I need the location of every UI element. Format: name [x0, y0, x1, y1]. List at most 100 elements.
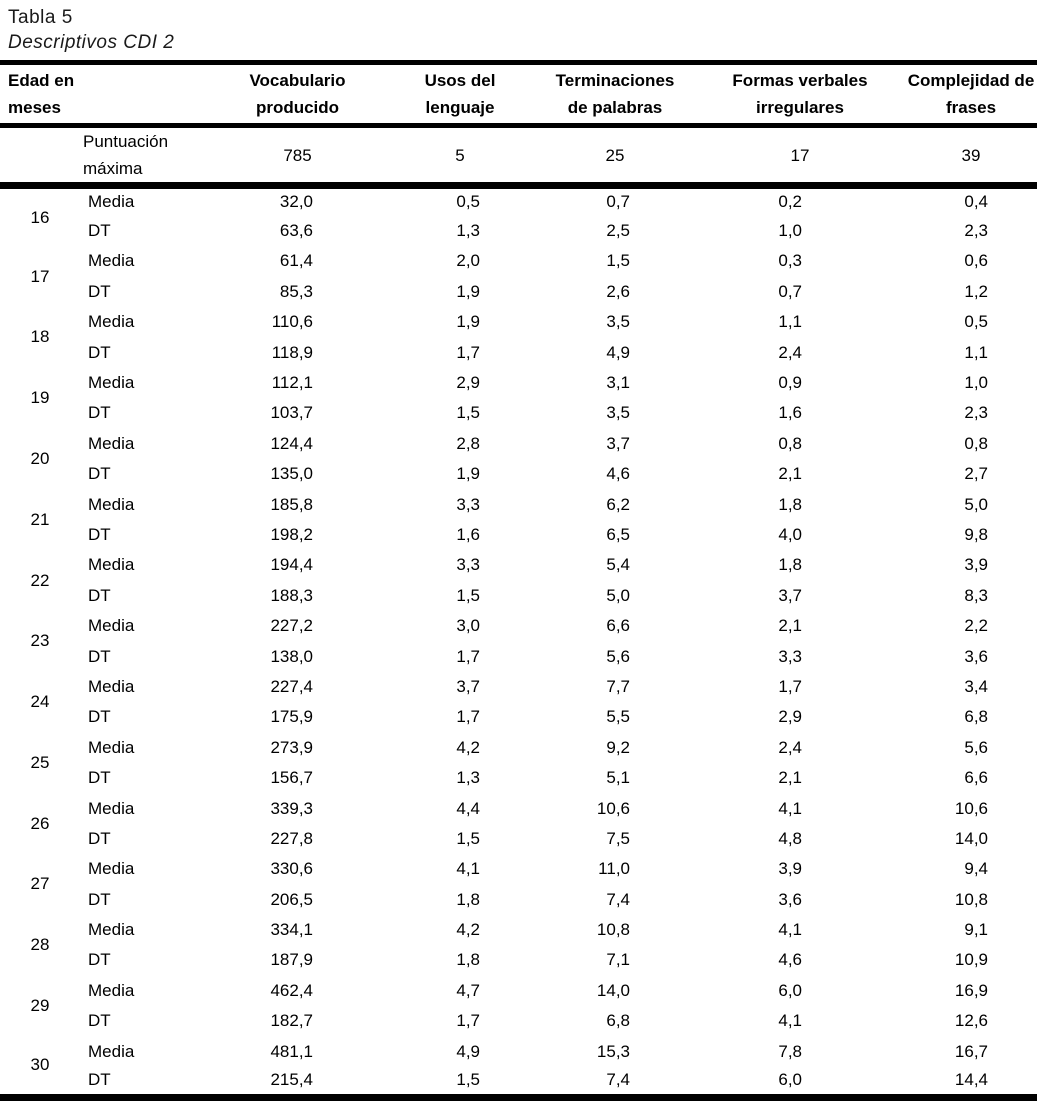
value-cell: 9,2 [606, 737, 630, 757]
table-subtitle: Descriptivos CDI 2 [8, 32, 175, 53]
value-cell: 4,6 [606, 464, 630, 484]
value-cell: 4,2 [456, 920, 480, 940]
value-cell: 3,7 [456, 676, 480, 696]
value-cell: 5,0 [606, 585, 630, 605]
value-cell: 4,8 [778, 828, 802, 848]
value-cell: 5,0 [964, 494, 988, 514]
max-score-complejidad: 39 [905, 125, 1037, 189]
value-cell: 194,4 [270, 555, 313, 575]
value-cell: 2,8 [456, 433, 480, 453]
value-cell: 1,3 [456, 768, 480, 788]
value-cell: 9,1 [964, 920, 988, 940]
row-label-dt: DT [88, 221, 111, 241]
data-row-media: 29 Media 462,4 4,7 14,0 6,0 16,9 [0, 976, 1037, 1015]
value-cell: 227,8 [270, 828, 313, 848]
value-cell: 3,0 [456, 616, 480, 636]
data-row-dt: DT 63,6 1,3 2,5 1,0 2,3 [0, 216, 1037, 246]
data-row-dt: DT 135,0 1,9 4,6 2,1 2,7 [0, 459, 1037, 489]
value-cell: 3,3 [456, 555, 480, 575]
value-cell: 7,7 [606, 676, 630, 696]
value-cell: 4,4 [456, 798, 480, 818]
age-cell: 17 [30, 266, 50, 286]
row-label-media: Media [88, 494, 135, 514]
value-cell: 0,6 [964, 251, 988, 271]
value-cell: 63,6 [279, 221, 313, 241]
value-cell: 85,3 [279, 281, 313, 301]
value-cell: 330,6 [270, 859, 313, 879]
value-cell: 215,4 [270, 1070, 313, 1090]
value-cell: 6,5 [606, 524, 630, 544]
value-cell: 5,4 [606, 555, 630, 575]
header-age: Edad en meses [0, 62, 210, 128]
data-row-media: 18 Media 110,6 1,9 3,5 1,1 0,5 [0, 307, 1037, 346]
age-cell: 26 [30, 813, 50, 833]
max-score-label: Puntuación máxima [80, 125, 210, 189]
value-cell: 1,2 [964, 281, 988, 301]
value-cell: 0,9 [778, 373, 802, 393]
value-cell: 4,0 [778, 524, 802, 544]
value-cell: 1,7 [456, 646, 480, 666]
header-terminaciones: Terminaciones de palabras [535, 62, 695, 128]
data-row-media: 22 Media 194,4 3,3 5,4 1,8 3,9 [0, 550, 1037, 589]
header-age-line2: meses [8, 98, 61, 117]
value-cell: 12,6 [954, 1011, 988, 1031]
value-cell: 7,5 [606, 828, 630, 848]
data-row-media: 17 Media 61,4 2,0 1,5 0,3 0,6 [0, 246, 1037, 285]
value-cell: 2,0 [456, 251, 480, 271]
value-cell: 11,0 [598, 859, 630, 879]
value-cell: 5,6 [606, 646, 630, 666]
value-cell: 6,0 [778, 1070, 802, 1090]
value-cell: 1,5 [456, 585, 480, 605]
age-cell: 25 [30, 752, 50, 772]
header-complejidad: Complejidad de frases [905, 62, 1037, 128]
age-cell: 27 [30, 874, 50, 894]
row-label-media: Media [88, 433, 135, 453]
age-cell: 28 [30, 935, 50, 955]
data-row-media: 24 Media 227,4 3,7 7,7 1,7 3,4 [0, 672, 1037, 711]
value-cell: 14,4 [954, 1070, 988, 1090]
row-label-media: Media [88, 798, 135, 818]
age-cell: 24 [30, 692, 50, 712]
row-label-dt: DT [88, 950, 111, 970]
value-cell: 206,5 [270, 889, 313, 909]
data-row-dt: DT 103,7 1,5 3,5 1,6 2,3 [0, 398, 1037, 428]
value-cell: 1,0 [778, 221, 802, 241]
max-score-row: Puntuación máxima 785 5 25 17 39 [0, 125, 1037, 189]
value-cell: 188,3 [270, 585, 313, 605]
value-cell: 16,9 [954, 980, 988, 1000]
row-label-media: Media [88, 1041, 135, 1061]
value-cell: 61,4 [279, 251, 313, 271]
data-row-dt: DT 156,7 1,3 5,1 2,1 6,6 [0, 763, 1037, 793]
data-row-dt: DT 215,4 1,5 7,4 6,0 14,4 [0, 1067, 1037, 1097]
age-cell: 20 [30, 449, 50, 469]
row-label-dt: DT [88, 646, 111, 666]
value-cell: 0,7 [606, 192, 630, 212]
value-cell: 273,9 [270, 737, 313, 757]
row-label-dt: DT [88, 1070, 111, 1090]
row-label-dt: DT [88, 585, 111, 605]
value-cell: 1,6 [456, 524, 480, 544]
value-cell: 334,1 [270, 920, 313, 940]
row-label-dt: DT [88, 707, 111, 727]
value-cell: 1,9 [456, 312, 480, 332]
header-usos: Usos del lenguaje [385, 62, 535, 128]
value-cell: 2,3 [964, 221, 988, 241]
value-cell: 1,1 [778, 312, 802, 332]
data-row-dt: DT 138,0 1,7 5,6 3,3 3,6 [0, 641, 1037, 671]
value-cell: 2,7 [964, 464, 988, 484]
value-cell: 2,2 [964, 616, 988, 636]
value-cell: 0,3 [778, 251, 802, 271]
age-cell: 22 [30, 570, 50, 590]
data-row-dt: DT 175,9 1,7 5,5 2,9 6,8 [0, 702, 1037, 732]
value-cell: 1,7 [456, 1011, 480, 1031]
data-row-media: 30 Media 481,1 4,9 15,3 7,8 16,7 [0, 1036, 1037, 1074]
max-score-formas: 17 [695, 125, 905, 189]
value-cell: 2,1 [778, 768, 802, 788]
value-cell: 32,0 [279, 192, 313, 212]
value-cell: 6,6 [606, 616, 630, 636]
value-cell: 2,3 [964, 403, 988, 423]
row-label-media: Media [88, 555, 135, 575]
age-cell: 29 [30, 996, 50, 1016]
value-cell: 8,3 [964, 585, 988, 605]
data-row-media: 28 Media 334,1 4,2 10,8 4,1 9,1 [0, 915, 1037, 954]
